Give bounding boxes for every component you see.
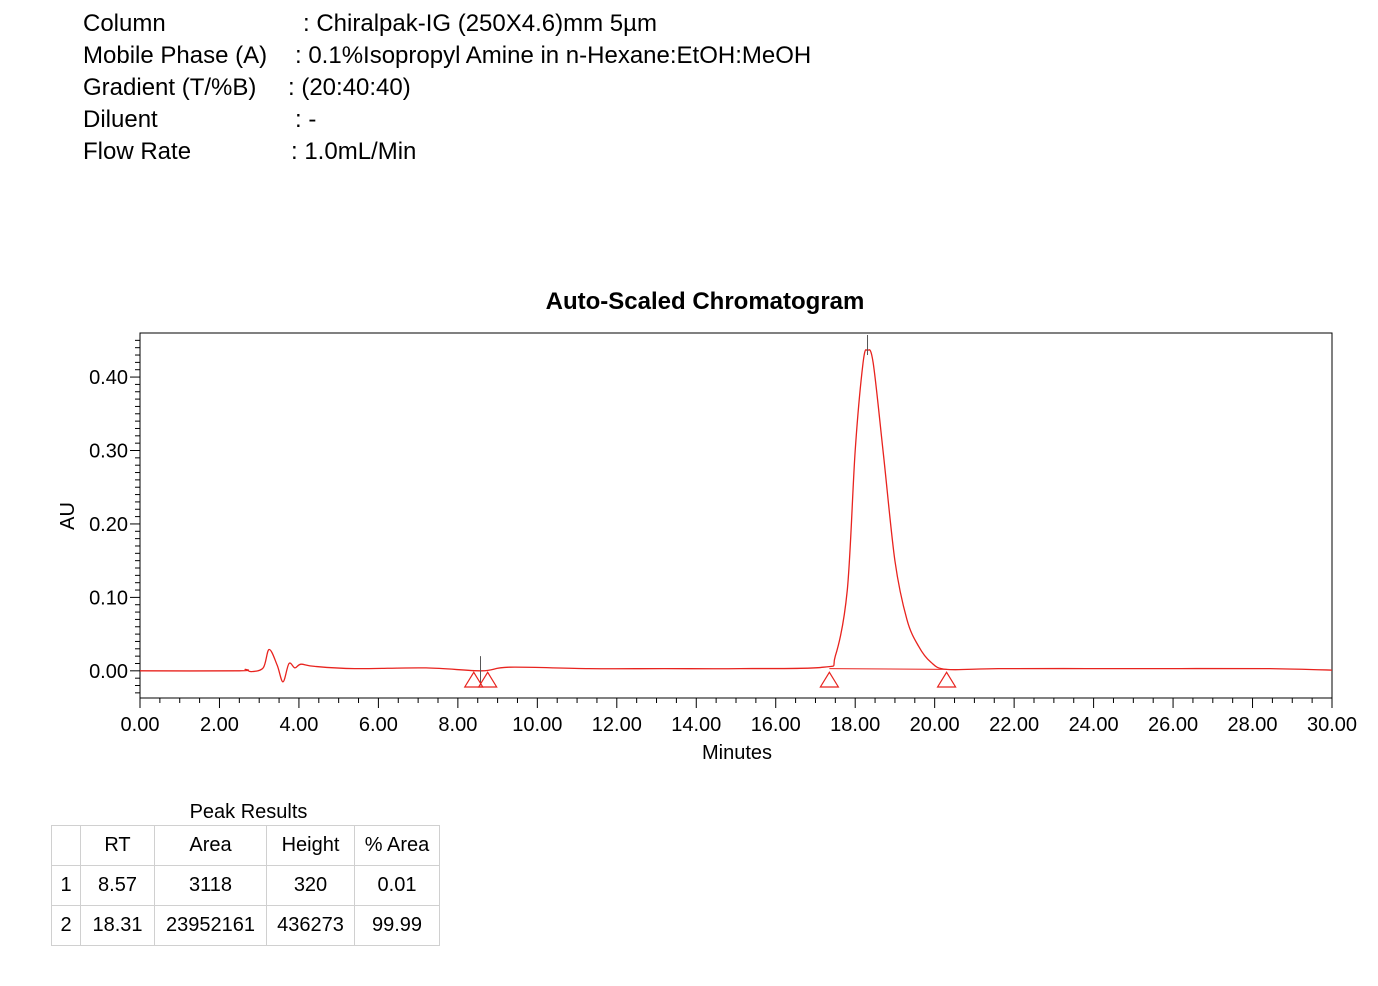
- header-height: Height: [266, 825, 355, 866]
- table-header-row: RT Area Height % Area: [51, 825, 440, 866]
- x-tick-label: 4.00: [279, 714, 318, 736]
- x-tick-label: 12.00: [592, 714, 642, 736]
- y-tick-label: 0.10: [89, 587, 128, 609]
- y-tick-label: 0.40: [89, 367, 128, 389]
- chart-title: Auto-Scaled Chromatogram: [545, 288, 865, 315]
- y-axis-label: AU: [57, 502, 79, 530]
- cell-rt: 18.31: [80, 905, 155, 946]
- y-tick-label: 0.00: [89, 661, 128, 683]
- x-tick-label: 14.00: [671, 714, 721, 736]
- method-label: Column: [83, 10, 166, 37]
- x-tick-label: 24.00: [1069, 714, 1119, 736]
- integration-marker-icon: [463, 671, 484, 688]
- x-tick-label: 20.00: [910, 714, 960, 736]
- method-value: : 0.1%Isopropyl Amine in n-Hexane:EtOH:M…: [295, 42, 812, 69]
- plot-frame: [139, 332, 1333, 699]
- row-index: 1: [51, 865, 81, 906]
- x-tick-label: 22.00: [989, 714, 1039, 736]
- method-value: : 1.0mL/Min: [291, 138, 417, 165]
- method-value: : Chiralpak-IG (250X4.6)mm 5µm: [303, 10, 657, 37]
- x-tick-label: 10.00: [512, 714, 562, 736]
- x-tick-label: 26.00: [1148, 714, 1198, 736]
- chart-axes: 0.00 2.00 4.00 6.00 8.00 10.00 12.00 14.00 16.00…: [89, 339, 1357, 736]
- header-percent-area: % Area: [354, 825, 440, 866]
- y-tick-label: 0.20: [89, 514, 128, 536]
- x-tick-label: 30.00: [1307, 714, 1357, 736]
- peak-results-title: Peak Results: [189, 801, 308, 823]
- chromatogram-trace: [139, 349, 1333, 683]
- x-tick-label: 0.00: [121, 714, 160, 736]
- cell-area: 3118: [154, 865, 267, 906]
- cell-height: 436273: [266, 905, 355, 946]
- cell-percent-area: 99.99: [354, 905, 440, 946]
- integration-marker-icon: [477, 671, 498, 688]
- table-row: 2 18.31 23952161 436273 99.99: [51, 905, 440, 946]
- method-label: Diluent: [83, 106, 158, 133]
- peak-baseline: [829, 668, 947, 670]
- method-label: Gradient (T/%B): [83, 74, 257, 101]
- x-axis-label: Minutes: [702, 742, 772, 764]
- chart-marks: [139, 335, 1333, 688]
- method-value: : -: [295, 106, 317, 133]
- x-tick-label: 8.00: [438, 714, 477, 736]
- method-value: : (20:40:40): [288, 74, 411, 101]
- y-tick-label: 0.30: [89, 441, 128, 463]
- header-index: [51, 825, 81, 866]
- integration-marker-icon: [819, 671, 840, 688]
- header-rt: RT: [80, 825, 155, 866]
- peak-results-table: RT Area Height % Area 1 8.57 3118 320 0.…: [51, 825, 440, 946]
- cell-area: 23952161: [154, 905, 267, 946]
- cell-height: 320: [266, 865, 355, 906]
- method-label: Mobile Phase (A): [83, 42, 268, 69]
- row-index: 2: [51, 905, 81, 946]
- cell-percent-area: 0.01: [354, 865, 440, 906]
- table-row: 1 8.57 3118 320 0.01: [51, 865, 440, 906]
- x-tick-label: 2.00: [200, 714, 239, 736]
- x-tick-label: 6.00: [359, 714, 398, 736]
- integration-marker-icon: [936, 671, 957, 688]
- x-tick-label: 28.00: [1228, 714, 1278, 736]
- cell-rt: 8.57: [80, 865, 155, 906]
- header-area: Area: [154, 825, 267, 866]
- x-tick-label: 18.00: [830, 714, 880, 736]
- x-tick-label: 16.00: [751, 714, 801, 736]
- method-label: Flow Rate: [83, 138, 192, 165]
